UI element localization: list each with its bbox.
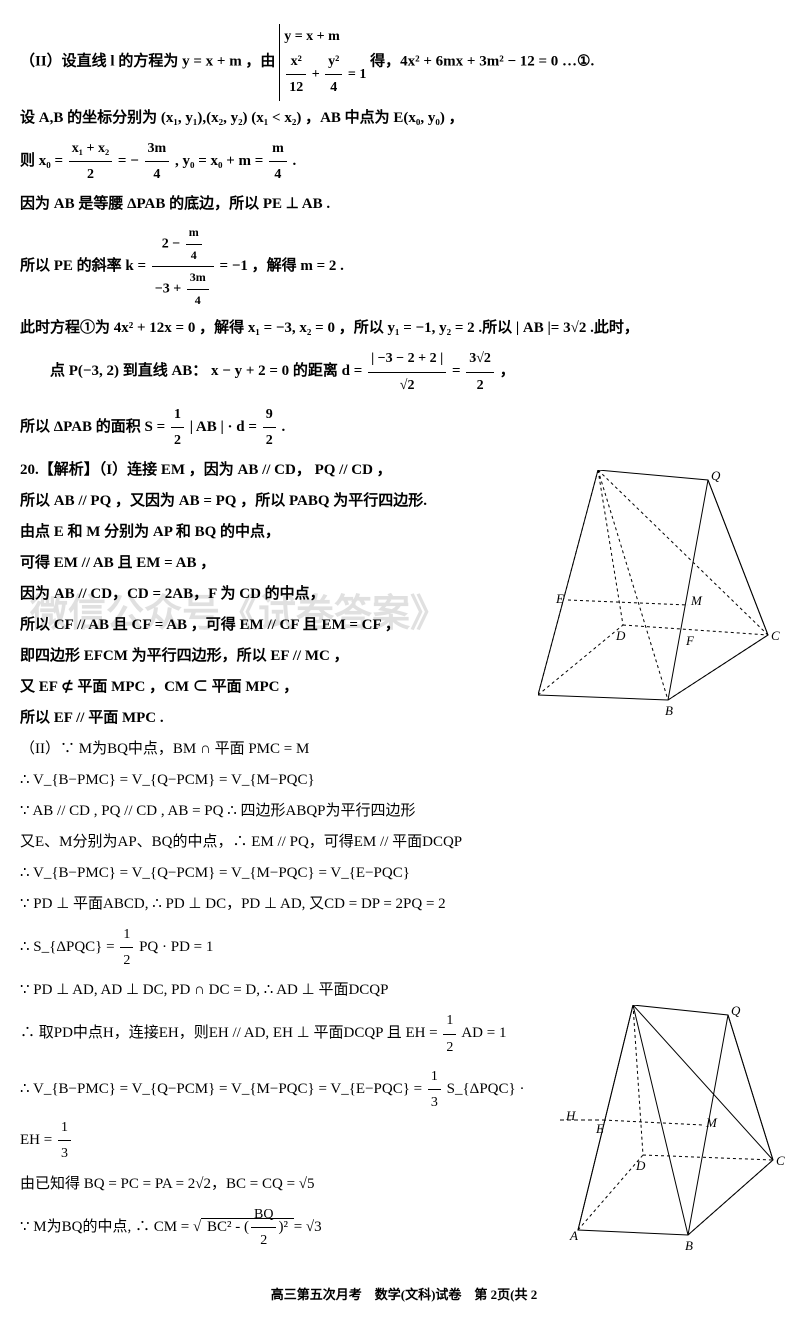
line-28: 由已知得 BQ = PC = PA = 2√2，BC = CQ = √5	[20, 1171, 540, 1198]
svg-text:M: M	[705, 1115, 718, 1130]
svg-text:Q: Q	[711, 470, 721, 483]
geometry-figure-2-icon: PQ HEM AB DC	[558, 1005, 798, 1255]
svg-text:E: E	[555, 591, 564, 606]
equation-system: y = x + m x²12 + y²4 = 1	[279, 24, 366, 101]
svg-text:Q: Q	[731, 1005, 741, 1018]
complex-fraction: 2 − m4 −3 + 3m4	[152, 222, 214, 311]
line-20: ∵ AB // CD , PQ // CD , AB = PQ ∴ 四边形ABQ…	[20, 798, 788, 825]
line-18: （II）∵ M为BQ中点，BM ∩ 平面 PMC = M	[20, 736, 788, 763]
svg-text:D: D	[615, 628, 626, 643]
line-1: （II）设直线 l 的方程为 y = x + m ，由 y = x + m x²…	[20, 24, 788, 101]
line-10: 所以 AB // PQ ，又因为 AB = PQ ，所以 PABQ 为平行四边形…	[20, 488, 520, 515]
geometry-figure-1-icon: PQ EM AB DFC	[538, 470, 798, 720]
svg-text:M: M	[690, 593, 703, 608]
sys-row-1: y = x + m	[284, 24, 366, 49]
line-19: ∴ V_{B−PMC} = V_{Q−PCM} = V_{M−PQC}	[20, 767, 788, 794]
line-9: 20.【解析】（I）连接 EM ，因为 AB // CD， PQ // CD ，	[20, 457, 520, 484]
svg-text:D: D	[635, 1158, 646, 1173]
page-footer: 高三第五次月考 数学(文科)试卷 第 2页(共 2	[20, 1283, 788, 1306]
line-5: 所以 PE 的斜率 k = 2 − m4 −3 + 3m4 = −1 ，解得 m…	[20, 222, 788, 311]
sys-row-2: x²12 + y²4 = 1	[284, 49, 366, 100]
svg-text:E: E	[595, 1121, 604, 1136]
figure-1: PQ EM AB DFC	[538, 470, 798, 720]
line-4: 因为 AB 是等腰 ΔPAB 的底边，所以 PE ⊥ AB .	[20, 191, 788, 218]
text: （II）设直线 l 的方程为 y = x + m ，由	[20, 54, 275, 70]
line-6: 此时方程①为 4x² + 12x = 0 ，解得 x₁ = −3, x₂ = 0…	[20, 315, 788, 342]
line-2: 设 A,B 的坐标分别为 (x₁, y₁),(x₂, y₂) (x₁ < x₂)…	[20, 105, 788, 132]
svg-text:B: B	[685, 1238, 693, 1253]
svg-text:F: F	[685, 633, 695, 648]
line-11: 由点 E 和 M 分别为 AP 和 BQ 的中点，	[20, 519, 520, 546]
line-7: 点 P(−3, 2) 到直线 AB： x − y + 2 = 0 的距离 d =…	[20, 346, 788, 397]
text: 得，4x² + 6mx + 3m² − 12 = 0 …①.	[370, 54, 594, 70]
figure-2: PQ HEM AB DC	[558, 1005, 798, 1255]
line-17: 所以 EF // 平面 MPC .	[20, 705, 520, 732]
line-16: 又 EF ⊄ 平面 MPC ，CM ⊂ 平面 MPC ，	[20, 674, 520, 701]
svg-text:A: A	[569, 1228, 578, 1243]
line-15: 即四边形 EFCM 为平行四边形，所以 EF // MC ，	[20, 643, 520, 670]
line-29: ∵ M为BQ的中点, ∴ CM = √ BC² - (BQ2)² = √3	[20, 1202, 540, 1253]
svg-text:B: B	[665, 703, 673, 718]
line-27: ∴ V_{B−PMC} = V_{Q−PCM} = V_{M−PQC} = V_…	[20, 1064, 540, 1167]
line-24: ∴ S_{ΔPQC} = 12 PQ · PD = 1	[20, 922, 788, 973]
line-13: 因为 AB // CD，CD = 2AB，F 为 CD 的中点，	[20, 581, 520, 608]
line-25: ∵ PD ⊥ AD, AD ⊥ DC, PD ∩ DC = D, ∴ AD ⊥ …	[20, 977, 788, 1004]
line-21: 又E、M分别为AP、BQ的中点，∴ EM // PQ，可得EM // 平面DCQ…	[20, 829, 788, 856]
line-3: 则 x₀ = x₁ + x₂2 = − 3m4 , y₀ = x₀ + m = …	[20, 136, 788, 187]
line-12: 可得 EM // AB 且 EM = AB ，	[20, 550, 520, 577]
line-22: ∴ V_{B−PMC} = V_{Q−PCM} = V_{M−PQC} = V_…	[20, 860, 788, 887]
svg-text:C: C	[771, 628, 780, 643]
svg-text:C: C	[776, 1153, 785, 1168]
svg-text:H: H	[565, 1108, 576, 1123]
line-14: 所以 CF // AB 且 CF = AB ，可得 EM // CF 且 EM …	[20, 612, 520, 639]
line-8: 所以 ΔPAB 的面积 S = 12 | AB | · d = 92 .	[20, 402, 788, 453]
line-23: ∵ PD ⊥ 平面ABCD, ∴ PD ⊥ DC，PD ⊥ AD, 又CD = …	[20, 891, 788, 918]
